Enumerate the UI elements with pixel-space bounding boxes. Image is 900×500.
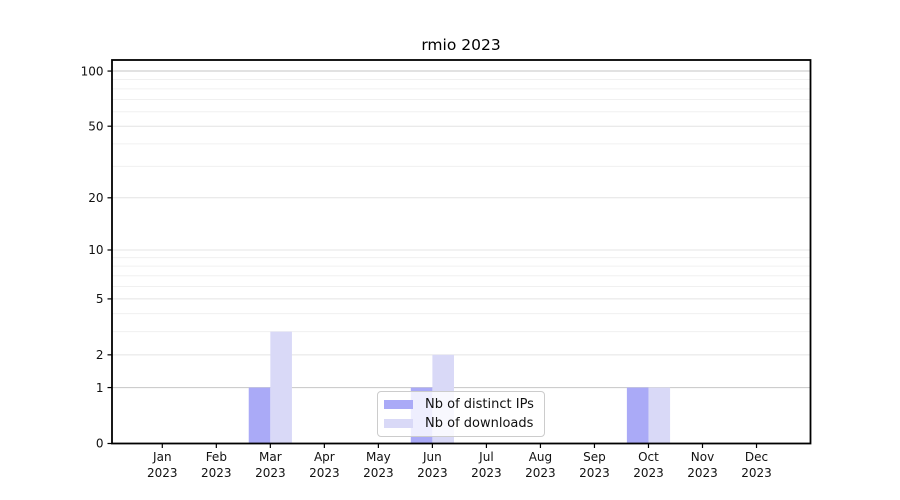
legend-swatch-downloads xyxy=(384,418,413,429)
legend-label-downloads: Nb of downloads xyxy=(425,416,534,431)
x-tick-label-month-may: May xyxy=(366,450,391,464)
x-tick-label-month-jul: Jul xyxy=(478,450,493,464)
legend: Nb of distinct IPs Nb of downloads xyxy=(377,391,545,437)
x-tick-label-year-sep: 2023 xyxy=(579,466,610,480)
x-tick-label-month-jun: Jun xyxy=(422,450,442,464)
y-tick-label-10: 10 xyxy=(88,243,103,257)
x-tick-label-month-oct: Oct xyxy=(638,450,659,464)
x-tick-label-year-dec: 2023 xyxy=(741,466,772,480)
legend-item: Nb of downloads xyxy=(384,416,544,431)
x-tick-label-year-mar: 2023 xyxy=(255,466,286,480)
bar-mar-distinct-ips xyxy=(248,387,271,444)
x-tick-label-month-nov: Nov xyxy=(691,450,714,464)
legend-label-distinct-ips: Nb of distinct IPs xyxy=(425,397,534,412)
x-tick-label-year-may: 2023 xyxy=(363,466,394,480)
bar-oct-downloads xyxy=(648,387,671,444)
y-tick-label-20: 20 xyxy=(88,191,103,205)
x-tick-label-month-dec: Dec xyxy=(745,450,768,464)
x-tick-label-year-feb: 2023 xyxy=(201,466,232,480)
x-tick-label-year-apr: 2023 xyxy=(309,466,340,480)
y-tick-label-2: 2 xyxy=(96,348,104,362)
plot-border xyxy=(111,59,812,445)
x-tick-label-year-jan: 2023 xyxy=(147,466,178,480)
y-tick-label-50: 50 xyxy=(88,119,103,133)
bar-mar-downloads xyxy=(270,331,292,444)
x-tick-label-month-apr: Apr xyxy=(314,450,335,464)
x-tick-label-month-feb: Feb xyxy=(206,450,227,464)
x-tick-label-month-sep: Sep xyxy=(583,450,606,464)
chart-title: rmio 2023 xyxy=(421,36,501,54)
y-tick-label-1: 1 xyxy=(96,381,104,395)
x-tick-label-year-oct: 2023 xyxy=(633,466,664,480)
legend-item: Nb of distinct IPs xyxy=(384,397,544,412)
y-tick-label-0: 0 xyxy=(96,437,104,451)
x-tick-label-year-jul: 2023 xyxy=(471,466,502,480)
x-tick-label-month-aug: Aug xyxy=(529,450,552,464)
legend-swatch-distinct-ips xyxy=(384,399,413,410)
x-tick-label-month-mar: Mar xyxy=(259,450,282,464)
x-tick-label-year-jun: 2023 xyxy=(417,466,448,480)
y-tick-label-100: 100 xyxy=(81,64,104,78)
x-tick-label-month-jan: Jan xyxy=(152,450,172,464)
bar-oct-distinct-ips xyxy=(626,387,649,444)
x-tick-label-year-nov: 2023 xyxy=(687,466,718,480)
y-tick-label-5: 5 xyxy=(96,292,104,306)
x-tick-label-year-aug: 2023 xyxy=(525,466,556,480)
